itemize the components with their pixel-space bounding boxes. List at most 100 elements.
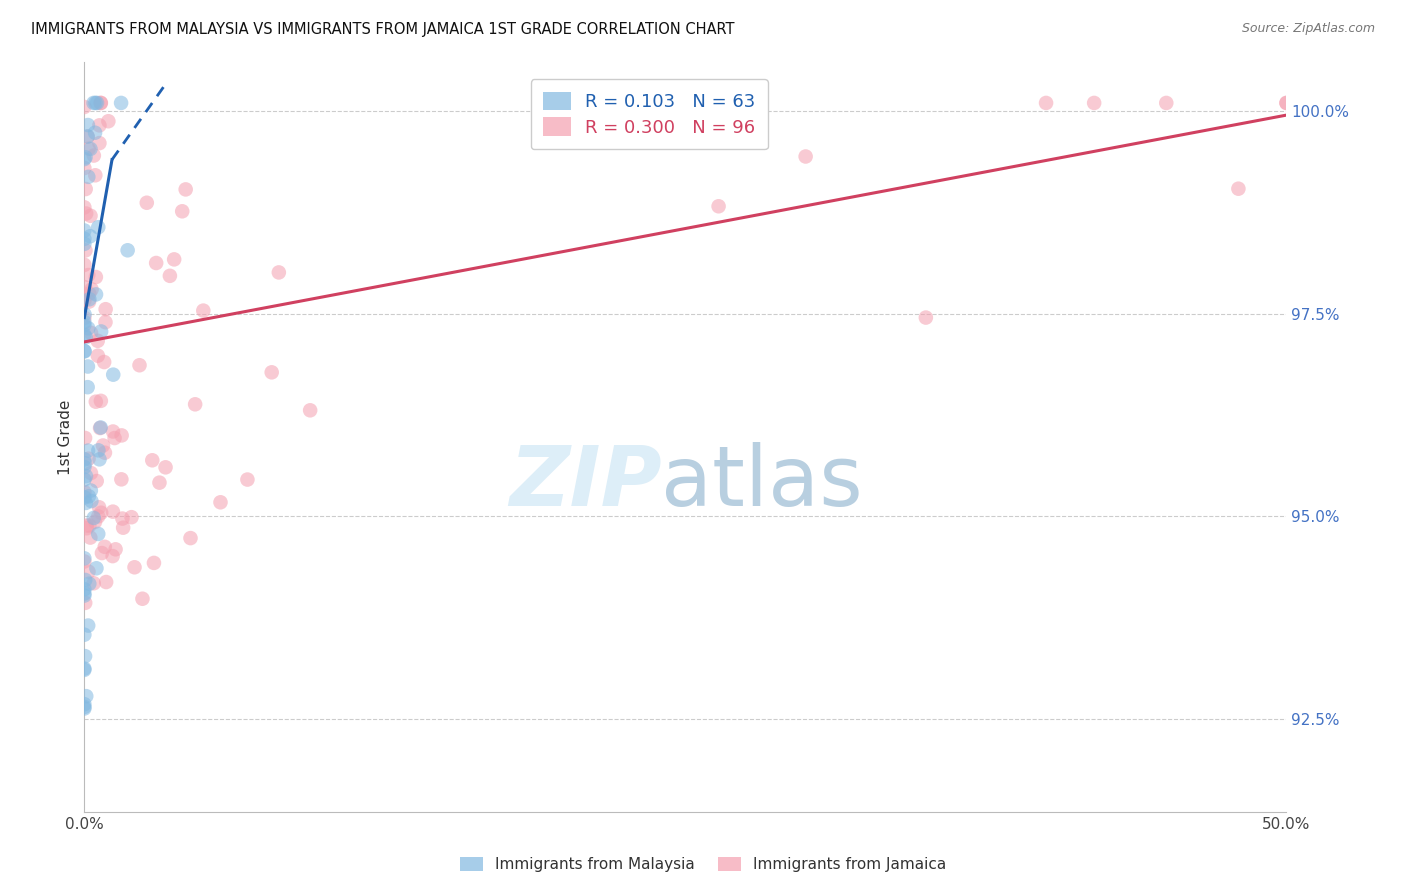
Point	[1275, 95, 1298, 110]
Point	[87, 349, 110, 363]
Point	[707, 199, 730, 213]
Point	[84, 126, 107, 140]
Point	[87, 443, 110, 458]
Point	[128, 358, 150, 372]
Point	[94, 445, 117, 459]
Point	[97, 114, 120, 128]
Point	[75, 649, 97, 664]
Point	[77, 321, 100, 335]
Point	[79, 531, 101, 545]
Point	[101, 549, 124, 563]
Point	[73, 551, 96, 566]
Point	[77, 268, 100, 282]
Point	[83, 576, 105, 591]
Point	[73, 307, 96, 321]
Point	[73, 258, 96, 272]
Point	[79, 229, 101, 244]
Point	[131, 591, 153, 606]
Point	[73, 280, 96, 294]
Point	[77, 618, 100, 632]
Point	[141, 453, 163, 467]
Point	[236, 473, 259, 487]
Point	[73, 663, 96, 677]
Point	[80, 494, 103, 508]
Point	[84, 168, 107, 182]
Point	[1035, 95, 1057, 110]
Point	[84, 95, 107, 110]
Point	[83, 95, 105, 110]
Point	[73, 697, 96, 711]
Point	[76, 521, 98, 535]
Point	[794, 149, 817, 163]
Point	[79, 286, 101, 301]
Point	[90, 393, 112, 408]
Point	[101, 505, 124, 519]
Text: atlas: atlas	[661, 442, 863, 523]
Point	[79, 576, 101, 591]
Point	[142, 556, 165, 570]
Point	[77, 142, 100, 156]
Point	[193, 303, 215, 318]
Point	[90, 325, 112, 339]
Point	[77, 294, 100, 309]
Point	[104, 431, 127, 445]
Point	[172, 204, 194, 219]
Point	[73, 315, 96, 329]
Point	[87, 527, 110, 541]
Point	[101, 425, 124, 439]
Point	[87, 500, 110, 515]
Point	[73, 701, 96, 715]
Point	[110, 95, 132, 110]
Point	[90, 546, 112, 560]
Legend: Immigrants from Malaysia, Immigrants from Jamaica: Immigrants from Malaysia, Immigrants fro…	[453, 849, 953, 880]
Point	[87, 509, 110, 524]
Text: IMMIGRANTS FROM MALAYSIA VS IMMIGRANTS FROM JAMAICA 1ST GRADE CORRELATION CHART: IMMIGRANTS FROM MALAYSIA VS IMMIGRANTS F…	[31, 22, 734, 37]
Point	[80, 326, 103, 340]
Point	[73, 491, 96, 505]
Point	[112, 521, 135, 535]
Point	[75, 596, 97, 610]
Point	[73, 223, 96, 237]
Point	[80, 282, 103, 296]
Point	[75, 456, 97, 470]
Point	[73, 628, 96, 642]
Point	[89, 118, 111, 132]
Point	[86, 561, 108, 575]
Text: Source: ZipAtlas.com: Source: ZipAtlas.com	[1241, 22, 1375, 36]
Point	[299, 403, 322, 417]
Point	[90, 95, 112, 110]
Point	[73, 310, 96, 325]
Point	[75, 244, 97, 258]
Point	[94, 540, 117, 554]
Point	[111, 511, 134, 525]
Point	[73, 161, 96, 175]
Point	[90, 506, 112, 520]
Point	[84, 394, 107, 409]
Point	[75, 330, 97, 344]
Point	[1275, 95, 1298, 110]
Point	[121, 510, 143, 524]
Point	[76, 518, 98, 533]
Point	[89, 421, 111, 435]
Point	[73, 293, 96, 308]
Point	[89, 136, 111, 150]
Point	[76, 380, 98, 394]
Point	[77, 443, 100, 458]
Point	[79, 292, 101, 306]
Point	[86, 474, 108, 488]
Point	[79, 142, 101, 156]
Point	[73, 236, 96, 251]
Point	[73, 318, 96, 332]
Text: ZIP: ZIP	[509, 442, 661, 523]
Point	[174, 182, 197, 196]
Legend: R = 0.103   N = 63, R = 0.300   N = 96: R = 0.103 N = 63, R = 0.300 N = 96	[531, 79, 768, 149]
Point	[86, 334, 108, 348]
Point	[145, 256, 167, 270]
Point	[73, 327, 96, 342]
Point	[89, 452, 111, 467]
Point	[94, 315, 117, 329]
Point	[73, 344, 96, 359]
Point	[75, 431, 97, 445]
Point	[76, 129, 98, 144]
Point	[79, 518, 101, 533]
